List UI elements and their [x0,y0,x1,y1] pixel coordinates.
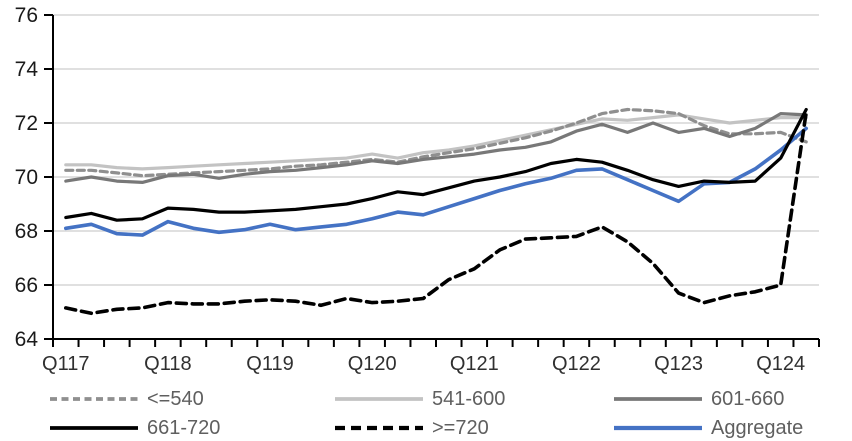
y-tick-label: 74 [15,58,39,81]
y-tick-label: 64 [15,328,39,351]
x-tick-label: Q118 [144,353,191,375]
y-tick-label: 68 [15,220,38,243]
series-line-aggregate [64,126,809,237]
y-tick-label: 66 [15,274,38,297]
series-line-661-720 [64,107,808,222]
x-tick-label: Q120 [348,353,397,375]
x-tick-label: Q122 [552,353,601,375]
series-line--540 [64,107,808,178]
x-tick-label: Q119 [246,353,293,375]
y-tick-label: 76 [15,4,38,27]
x-tick-label: Q117 [42,353,89,375]
y-tick-label: 70 [15,166,38,189]
x-tick-label: Q124 [756,353,805,375]
series-line--720 [64,110,809,316]
x-tick-label: Q121 [450,353,499,375]
y-tick-label: 72 [15,112,38,135]
series-line-601-660 [64,111,808,184]
x-tick-label: Q123 [654,353,703,375]
